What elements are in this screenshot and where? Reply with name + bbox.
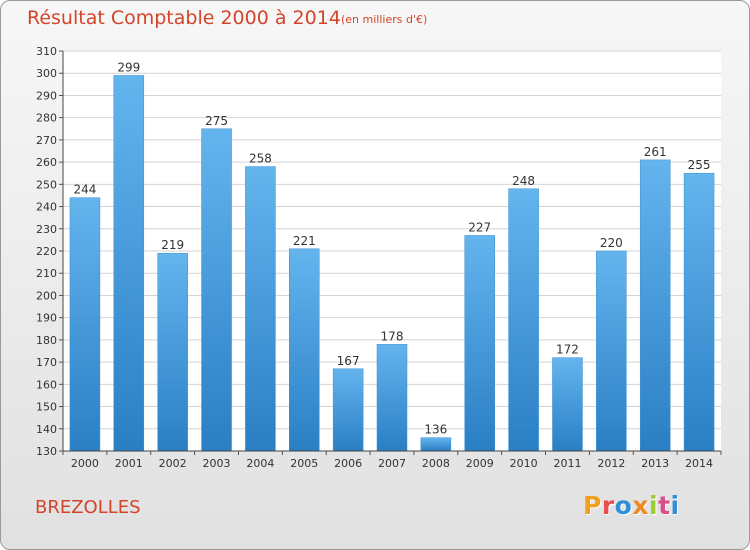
x-tick-label: 2003	[203, 457, 231, 470]
x-tick-label: 2011	[553, 457, 581, 470]
data-label: 244	[73, 183, 96, 197]
x-tick-label: 2000	[71, 457, 99, 470]
y-tick-label: 240	[36, 201, 57, 214]
data-label: 261	[644, 145, 667, 159]
y-tick-label: 140	[36, 423, 57, 436]
data-label: 227	[468, 220, 491, 234]
commune-name: BREZOLLES	[35, 497, 141, 518]
x-tick-label: 2005	[290, 457, 318, 470]
y-tick-label: 260	[36, 156, 57, 169]
bar-2014	[683, 172, 715, 452]
bar-2005	[289, 248, 320, 452]
logo-letter: o	[614, 491, 633, 520]
data-label: 221	[293, 234, 316, 248]
y-tick-label: 310	[36, 45, 57, 58]
data-label: 299	[117, 60, 140, 74]
logo-letter: i	[670, 491, 680, 520]
x-tick-label: 2001	[115, 457, 143, 470]
x-tick-label: 2007	[378, 457, 406, 470]
chart-title: Résultat Comptable 2000 à 2014	[27, 7, 341, 29]
bar-2000	[69, 197, 101, 452]
data-label: 255	[688, 158, 711, 172]
x-tick-label: 2006	[334, 457, 362, 470]
data-label: 275	[205, 114, 228, 128]
bar-2012	[596, 250, 627, 452]
data-label: 219	[161, 238, 184, 252]
bar-2013	[639, 159, 671, 452]
data-label: 248	[512, 174, 535, 188]
chart-unit: (en milliers d'€)	[341, 13, 428, 26]
bar-2003	[201, 128, 232, 452]
y-tick-label: 230	[36, 223, 57, 236]
x-tick-label: 2014	[685, 457, 713, 470]
y-tick-label: 160	[36, 378, 57, 391]
y-tick-label: 270	[36, 134, 57, 147]
y-tick-label: 180	[36, 334, 57, 347]
x-tick-label: 2009	[466, 457, 494, 470]
x-tick-label: 2004	[246, 457, 274, 470]
y-tick-label: 280	[36, 112, 57, 125]
data-label: 136	[424, 423, 447, 437]
y-tick-label: 190	[36, 312, 57, 325]
data-label: 220	[600, 236, 623, 250]
bar-2011	[552, 357, 583, 452]
x-tick-label: 2012	[597, 457, 625, 470]
y-tick-label: 130	[36, 445, 57, 458]
logo-letter: P	[583, 491, 602, 520]
data-label: 172	[556, 343, 579, 357]
logo-letter: i	[649, 491, 659, 520]
bar-2004	[245, 166, 276, 452]
y-tick-label: 200	[36, 289, 57, 302]
x-tick-label: 2010	[510, 457, 538, 470]
y-tick-label: 170	[36, 356, 57, 369]
x-tick-label: 2008	[422, 457, 450, 470]
y-tick-label: 290	[36, 89, 57, 102]
proxiti-logo: Proxiti	[583, 491, 680, 520]
logo-letter: x	[632, 491, 649, 520]
y-tick-label: 300	[36, 67, 57, 80]
bar-2002	[157, 252, 188, 452]
bar-2006	[332, 368, 364, 452]
x-tick-label: 2002	[159, 457, 187, 470]
bar-2010	[508, 188, 539, 452]
logo-letter: r	[601, 491, 615, 520]
bar-2007	[376, 344, 408, 452]
data-label: 258	[249, 152, 272, 166]
x-tick-label: 2013	[641, 457, 669, 470]
y-tick-label: 250	[36, 178, 57, 191]
logo-letter: t	[658, 491, 671, 520]
bar-2008	[420, 437, 452, 452]
bar-2001	[113, 75, 145, 452]
y-tick-label: 210	[36, 267, 57, 280]
bar-2009	[464, 235, 495, 452]
y-tick-label: 150	[36, 401, 57, 414]
y-tick-label: 220	[36, 245, 57, 258]
data-label: 178	[381, 329, 404, 343]
data-label: 167	[337, 354, 360, 368]
